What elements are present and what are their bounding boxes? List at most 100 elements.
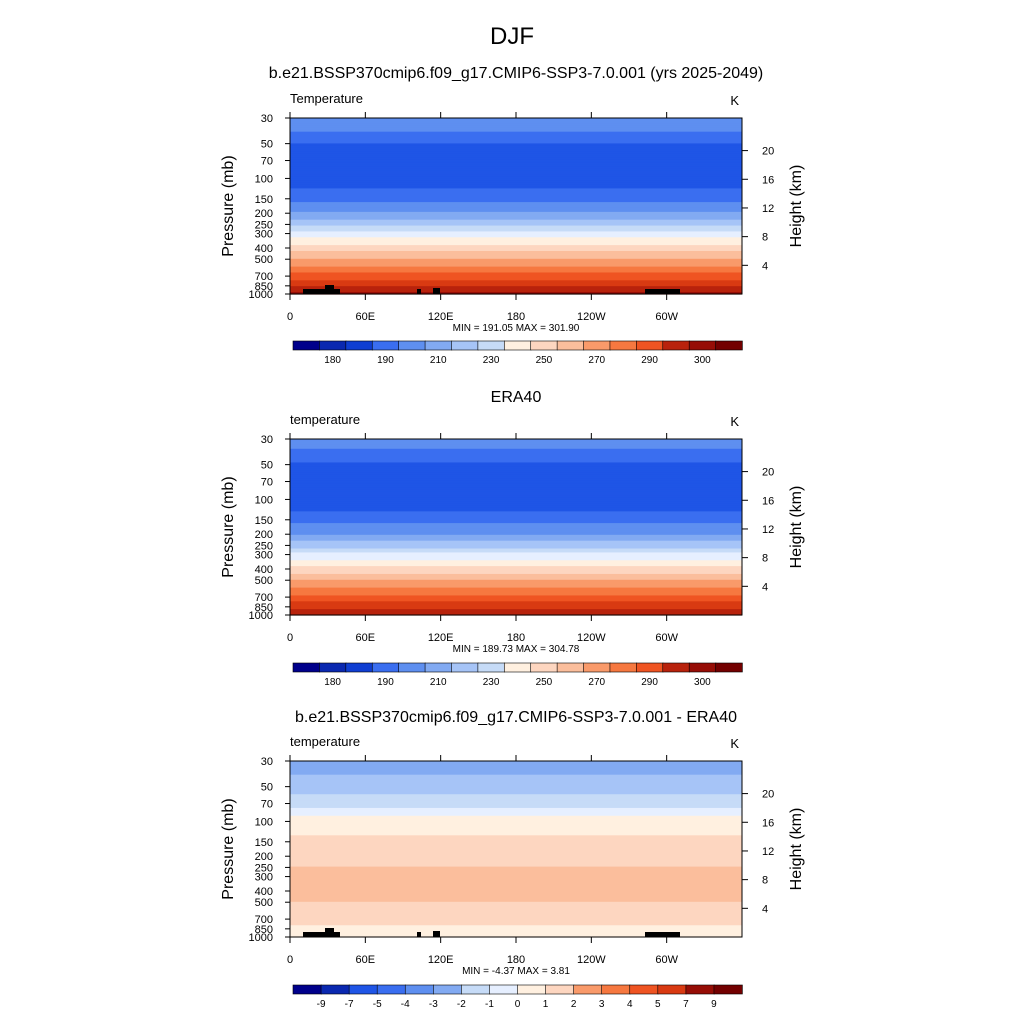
contour-band [290,897,742,901]
contour-band [290,213,742,217]
contour-band [290,768,742,772]
contour-band [290,221,742,225]
contour-band [290,570,742,573]
contour-band [290,788,742,791]
chart-panel-1: b.e21.BSSP370cmip6.f09_g17.CMIP6-SSP3-7.… [220,65,805,366]
contour-band [290,211,742,215]
y-tick-label: 250 [255,540,273,552]
contour-band [290,892,742,895]
contour-band [290,764,742,768]
y-right-tick-label: 16 [762,174,774,186]
contour-band [290,550,742,554]
x-tick-label: 120W [577,954,606,966]
colorbar-box [398,662,426,673]
contour-band [290,507,742,510]
colorbar-box [348,984,378,995]
y-right-axis-label: Height (km) [788,486,805,569]
contour-band [290,585,742,589]
contour-band [290,456,742,460]
contour-band [290,286,742,289]
colorbar-box [292,984,322,995]
contour-band [290,207,742,211]
contour-band [290,231,742,234]
contour-band [290,821,742,825]
colorbar-label: 230 [483,355,500,366]
contour-band [290,856,742,860]
x-tick-label: 0 [287,311,293,323]
colorbar-box [545,984,575,995]
contour-band [290,780,742,784]
colorbar-box [556,662,585,673]
colorbar-box [320,984,350,995]
contour-band [290,817,742,821]
y-tick-label: 100 [255,173,273,185]
contour-band [290,223,742,227]
contour-band [290,235,742,238]
panel-title: ERA40 [491,389,542,406]
contour-band [290,464,742,467]
y-tick-label: 300 [255,872,273,884]
contour-band [290,468,742,471]
y-right-tick-label: 4 [762,581,768,593]
colorbar-box [685,984,715,995]
contour-band [290,290,742,293]
contour-band [290,809,742,813]
contour-band [290,188,742,191]
contour-band [290,141,742,145]
y-tick-label: 70 [261,477,273,489]
colorbar-box [601,984,631,995]
colorbar-box [688,340,717,351]
contour-band [290,564,742,567]
x-tick-label: 120E [428,311,454,323]
contour-band [290,225,742,229]
contour-band [290,288,742,291]
contour-band [290,153,742,156]
figure-title: DJF [490,23,534,50]
contour-band [290,485,742,489]
colorbar-box [424,340,453,351]
contour-band [290,227,742,231]
contour-band [290,470,742,473]
contour-band [290,174,742,178]
contour-band [290,909,742,913]
contour-band [290,119,742,123]
contour-band [290,270,742,274]
contour-band [290,517,742,520]
topography-mark [433,288,440,294]
contour-band [290,280,742,283]
contour-band [290,542,742,546]
contour-band [290,256,742,260]
contour-band [290,581,742,585]
contour-band [290,239,742,242]
colorbar-box [292,662,321,673]
y-tick-label: 30 [261,113,273,125]
contour-band [290,118,742,121]
y-right-tick-label: 20 [762,146,774,158]
contour-band [290,762,742,766]
stats-label: MIN = -4.37 MAX = 3.81 [462,966,570,977]
contour-band [290,893,742,897]
colorbar-box [319,662,347,673]
colorbar-box [556,340,585,351]
contour-band [290,548,742,552]
colorbar-box [583,662,611,673]
contour-band [290,276,742,279]
colorbar-box [517,984,547,995]
y-tick-label: 30 [261,434,273,446]
contour-band [290,854,742,858]
contour-band [290,186,742,189]
y-right-axis-label: Height (km) [788,165,805,248]
y-tick-label: 150 [255,194,273,206]
contour-band [290,482,742,485]
colorbar-box [662,662,690,673]
contour-band [290,194,742,197]
y-tick-label: 150 [255,837,273,849]
contour-band [290,466,742,469]
contour-band [290,919,742,922]
colorbar-label: 180 [324,677,341,688]
contour-band [290,583,742,587]
contour-band [290,157,742,160]
contour-band [290,190,742,193]
colorbar-box [477,340,505,351]
contour-band [290,917,742,920]
